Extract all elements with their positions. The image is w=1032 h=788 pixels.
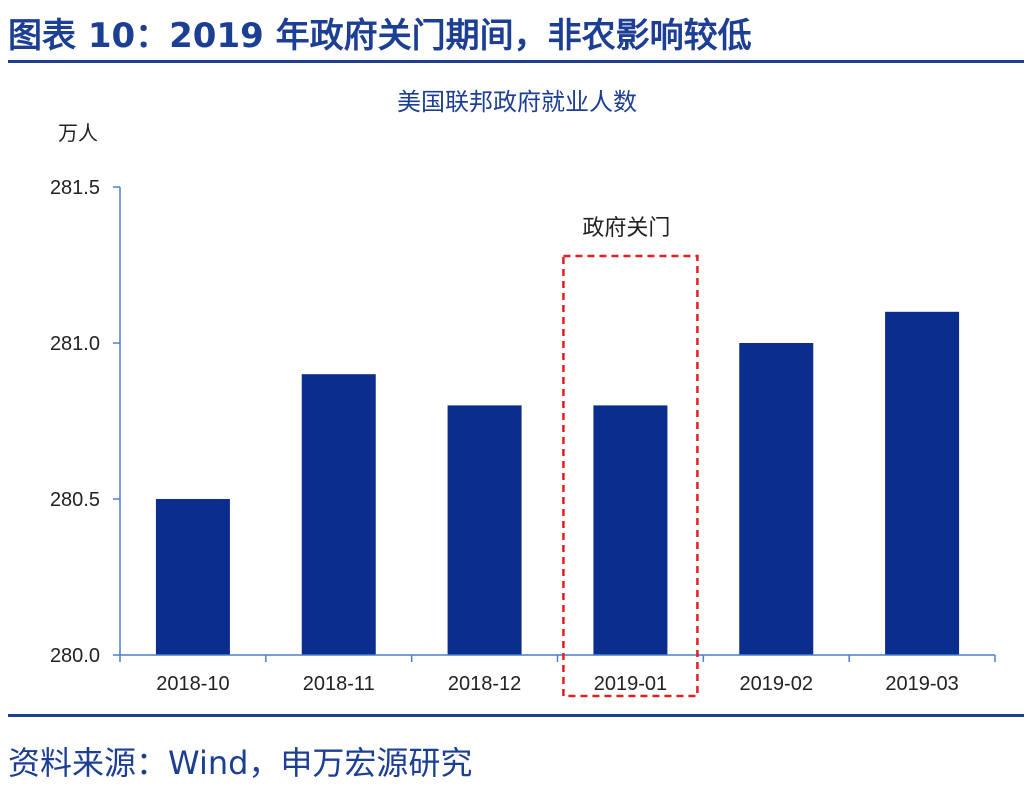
shutdown-annotation-label: 政府关门: [582, 215, 670, 240]
source-divider: [8, 714, 1024, 717]
shutdown-highlight-box: [562, 254, 699, 698]
bar-2018-11: [301, 374, 376, 655]
y-tick-label: 281.0: [50, 333, 100, 355]
bar-2019-02: [739, 343, 814, 655]
x-tick-label: 2018-10: [156, 673, 229, 695]
y-tick-label: 280.5: [50, 489, 100, 511]
x-tick-label: 2018-12: [448, 673, 521, 695]
x-tick-label: 2018-11: [303, 673, 375, 695]
x-tick-label: 2019-02: [740, 673, 813, 695]
title-divider: [8, 60, 1024, 63]
x-tick-label: 2019-03: [885, 673, 958, 695]
bar-2018-12: [447, 405, 522, 655]
bar-2018-10: [155, 499, 230, 655]
x-tick-label: 2019-01: [594, 673, 667, 695]
y-tick-label: 281.5: [50, 177, 100, 199]
y-tick-label: 280.0: [50, 645, 100, 667]
bar-2019-01: [593, 405, 668, 655]
figure-title: 图表 10：2019 年政府关门期间，非农影响较低: [8, 16, 752, 56]
bar-2019-03: [885, 311, 960, 655]
chart-title: 美国联邦政府就业人数: [397, 89, 637, 116]
source-note: 资料来源：Wind，申万宏源研究: [8, 744, 473, 782]
y-axis-unit: 万人: [58, 122, 98, 145]
